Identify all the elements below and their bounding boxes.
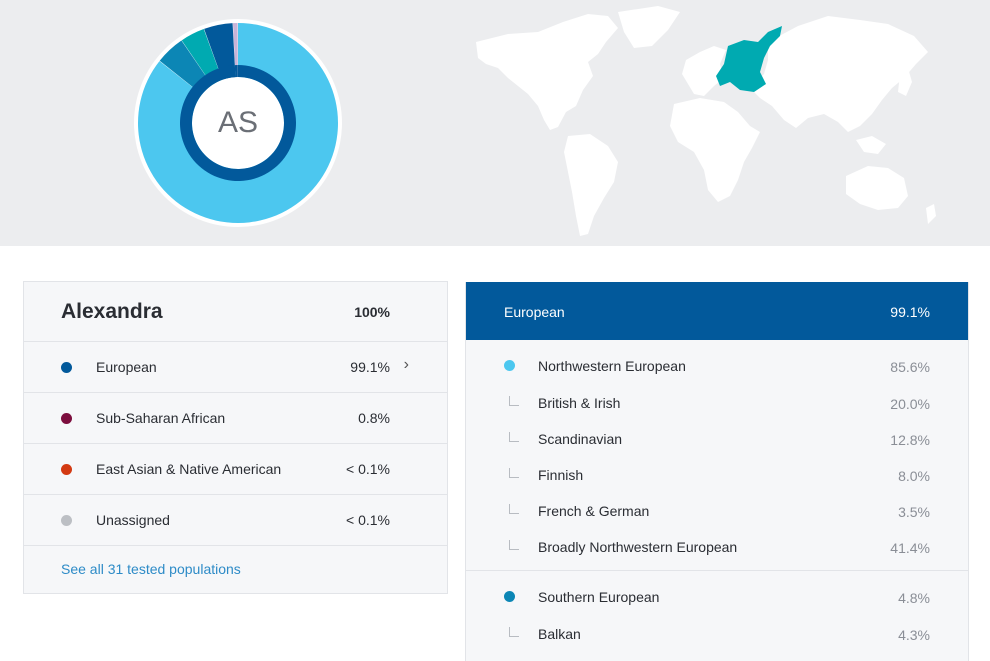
tree-elbow-icon <box>509 627 519 637</box>
subpopulation-label: French & German <box>538 503 650 519</box>
subpopulation-row[interactable]: Scandinavian 12.8% <box>466 426 968 462</box>
subgroup-label: Northwestern European <box>538 358 686 374</box>
japan-shape <box>898 68 912 96</box>
subgroup-percentage: 85.6% <box>890 359 930 375</box>
asia-shape <box>750 16 928 132</box>
subpopulation-percentage: 4.3% <box>898 627 930 643</box>
subpopulation-row[interactable]: Balkan 4.3% <box>466 621 968 657</box>
summary-total: 100% <box>354 304 390 320</box>
donut-outer-ring <box>137 23 338 223</box>
new-zealand-shape <box>926 204 936 224</box>
detail-header-percentage: 99.1% <box>890 304 930 320</box>
east-asian-color-dot <box>61 464 72 475</box>
ancestry-donut-chart: AS <box>134 19 342 227</box>
australia-shape <box>846 166 908 210</box>
europe-shape <box>682 46 726 96</box>
tree-elbow-icon <box>509 432 519 442</box>
detail-header-label: European <box>504 304 565 320</box>
tree-elbow-icon <box>509 396 519 406</box>
subpopulation-row[interactable]: French & German 3.5% <box>466 498 968 534</box>
population-label: East Asian & Native American <box>96 461 282 477</box>
subpopulation-percentage: 20.0% <box>890 396 930 412</box>
population-label: European <box>96 359 157 375</box>
summary-header: Alexandra 100% <box>24 282 447 342</box>
tree-elbow-icon <box>509 504 519 514</box>
donut-segment <box>232 23 238 78</box>
population-detail-card: European 99.1% Northwestern European 85.… <box>465 282 969 661</box>
population-row-east-asian[interactable]: East Asian & Native American < 0.1% <box>24 444 447 495</box>
subpopulation-row[interactable]: British & Irish 20.0% <box>466 390 968 426</box>
subpopulation-label: Scandinavian <box>538 431 623 447</box>
subpopulation-percentage: 8.0% <box>898 468 930 484</box>
donut-segment <box>181 29 223 85</box>
donut-inner-ring <box>179 65 296 181</box>
population-row-unassigned[interactable]: Unassigned < 0.1% <box>24 495 447 546</box>
avatar-circle <box>196 81 280 165</box>
northwestern-color-dot <box>504 360 515 371</box>
subpopulation-percentage: 3.5% <box>898 504 930 520</box>
southern-color-dot <box>504 591 515 602</box>
see-all-populations-link[interactable]: See all 31 tested populations <box>61 561 241 577</box>
population-row-european[interactable]: European 99.1% › <box>24 342 447 393</box>
world-map <box>476 6 936 236</box>
population-label: Unassigned <box>96 512 170 528</box>
subpopulation-label: Finnish <box>538 467 584 483</box>
population-percentage: < 0.1% <box>346 512 390 528</box>
chevron-right-icon[interactable]: › <box>403 356 409 373</box>
unassigned-color-dot <box>61 515 72 526</box>
subgroup-southern-european: Southern European 4.8% Balkan 4.3% <box>466 570 968 657</box>
avatar-initials: AS <box>218 106 258 139</box>
subpopulation-row[interactable]: Broadly Northwestern European 41.4% <box>466 534 968 570</box>
population-percentage: 0.8% <box>358 410 390 426</box>
map-highlight-region <box>716 26 782 92</box>
person-name: Alexandra <box>61 300 163 323</box>
tree-elbow-icon <box>509 468 519 478</box>
subpopulation-label: Balkan <box>538 626 581 642</box>
subgroup-label: Southern European <box>538 589 660 605</box>
ancestry-hero: AS <box>0 0 990 246</box>
se-asia-islands-shape <box>856 136 886 154</box>
population-percentage: < 0.1% <box>346 461 390 477</box>
european-color-dot <box>61 362 72 373</box>
subpopulation-percentage: 41.4% <box>890 540 930 556</box>
subpopulation-label: Broadly Northwestern European <box>538 539 738 555</box>
south-america-shape <box>564 134 618 236</box>
population-label: Sub-Saharan African <box>96 410 226 426</box>
north-america-shape <box>476 14 618 130</box>
subpopulation-row[interactable]: Finnish 8.0% <box>466 462 968 498</box>
africa-shape <box>670 98 760 202</box>
donut-segment <box>204 23 236 80</box>
subgroup-northwestern-european: Northwestern European 85.6% British & Ir… <box>466 340 968 570</box>
greenland-shape <box>618 6 680 48</box>
subgroup-percentage: 4.8% <box>898 590 930 606</box>
donut-segment <box>234 65 238 78</box>
subgroup-header[interactable]: Northwestern European 85.6% <box>466 340 968 390</box>
detail-header[interactable]: European 99.1% <box>466 282 968 340</box>
tree-elbow-icon <box>509 540 519 550</box>
sub-saharan-color-dot <box>61 413 72 424</box>
ancestry-summary-card: Alexandra 100% European 99.1% › Sub-Saha… <box>23 281 448 594</box>
subpopulation-label: British & Irish <box>538 395 621 411</box>
subpopulation-percentage: 12.8% <box>890 432 930 448</box>
map-continents <box>476 6 936 236</box>
population-percentage: 99.1% <box>350 359 390 375</box>
donut-segment <box>137 23 338 223</box>
subgroup-header[interactable]: Southern European 4.8% <box>466 571 968 621</box>
population-row-sub-saharan[interactable]: Sub-Saharan African 0.8% <box>24 393 447 444</box>
